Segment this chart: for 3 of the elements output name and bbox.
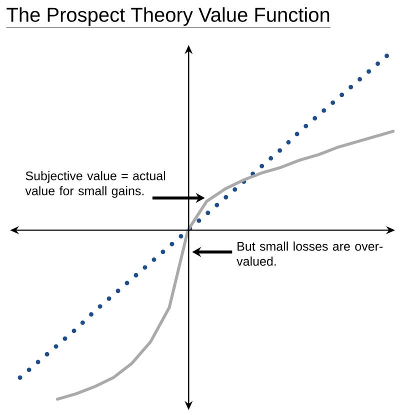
- annotation: Subjective value = actual value for small gains.: [25, 171, 166, 198]
- chart-title: The Prospect Theory Value Function: [6, 7, 330, 26]
- annotation: But small losses are over-valued.: [236, 242, 383, 266]
